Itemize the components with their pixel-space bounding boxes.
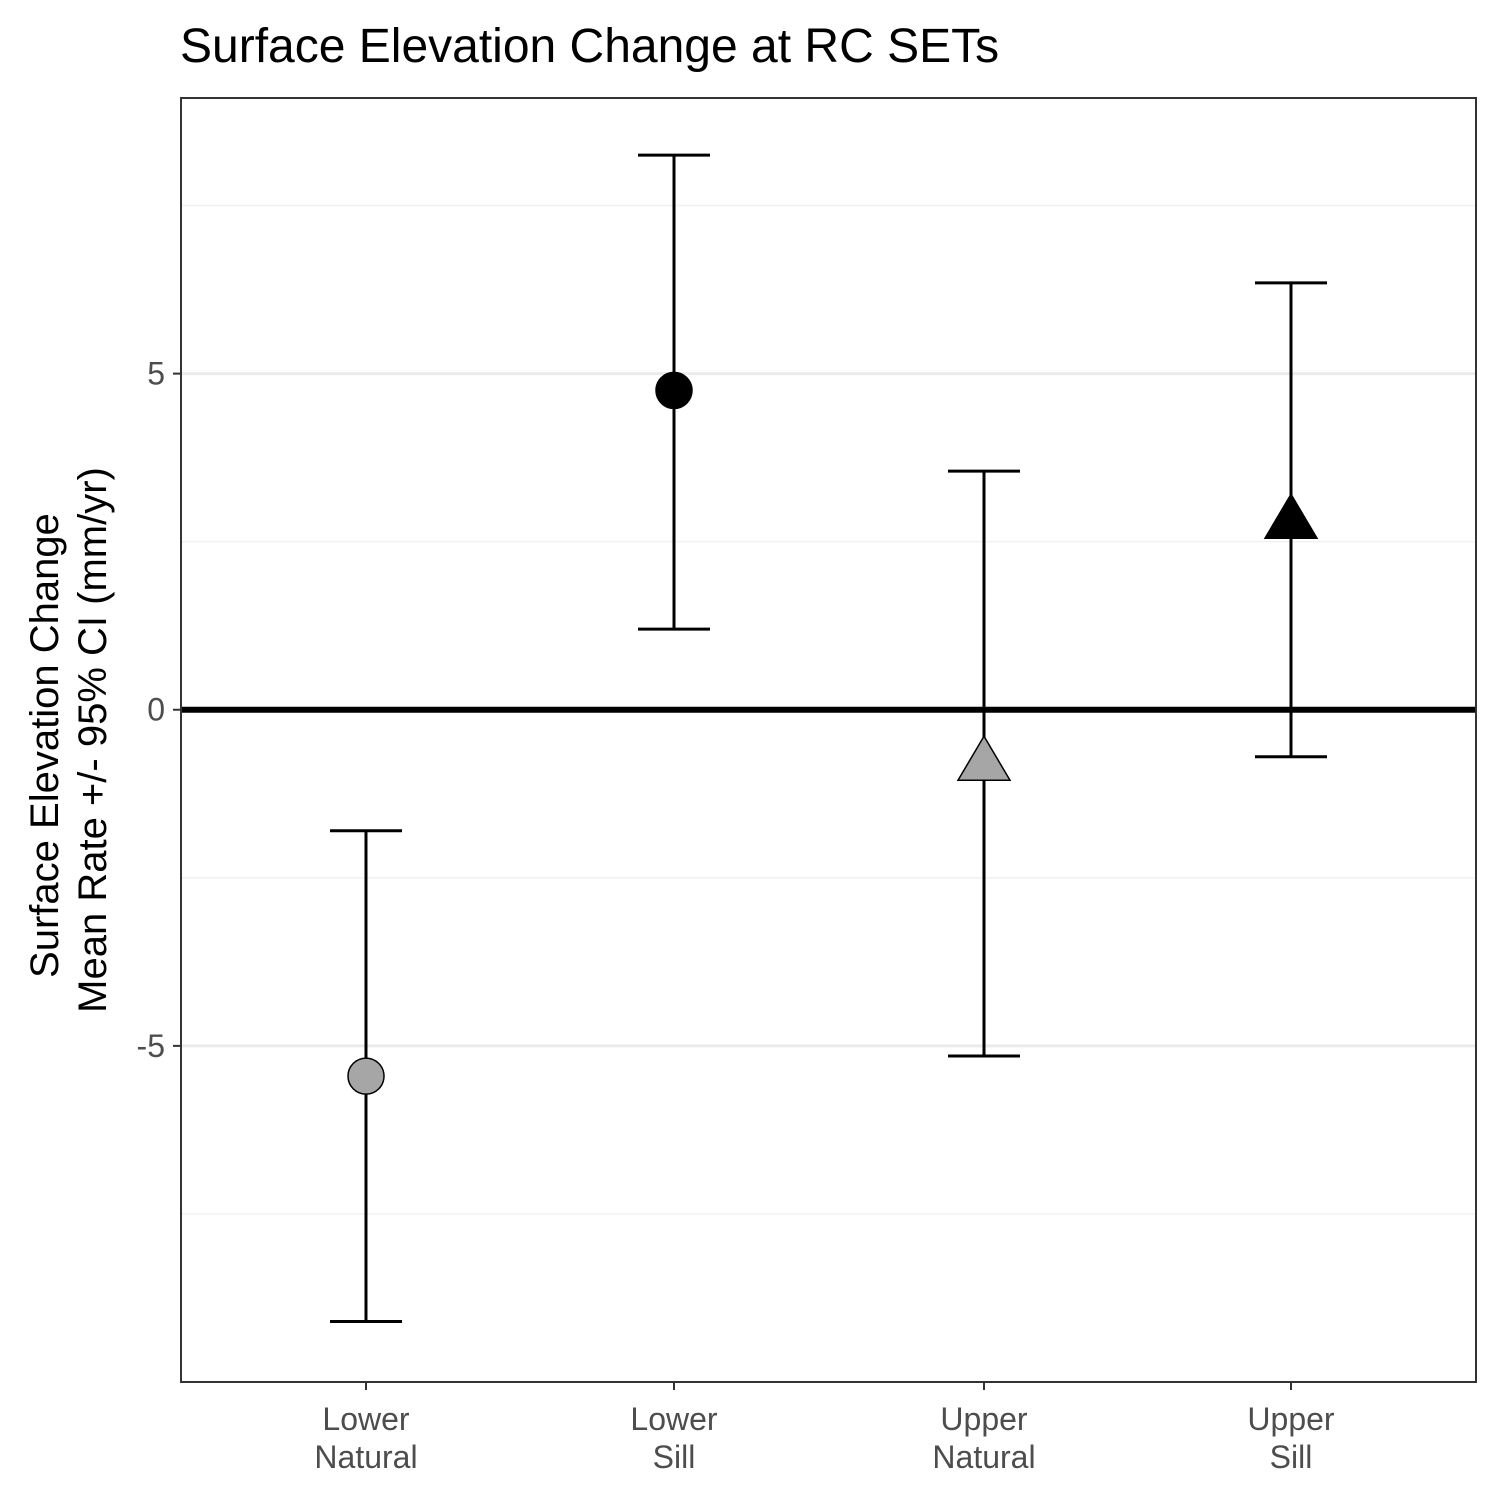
x-tick-label-line: Upper <box>1247 1401 1335 1437</box>
point-layer <box>347 371 1319 1095</box>
y-tick-label: 0 <box>147 692 165 728</box>
y-axis: -5 0 5 <box>137 356 181 1064</box>
data-point-circle <box>347 1057 385 1095</box>
chart-title: Surface Elevation Change at RC SETs <box>180 20 999 73</box>
x-tick-label: Lower Sill <box>630 1401 718 1475</box>
data-point-triangle <box>1263 492 1319 539</box>
x-tick-label: Lower Natural <box>314 1401 417 1475</box>
y-tick-label: 5 <box>147 356 165 392</box>
y-axis-title: Surface Elevation Change Mean Rate +/- 9… <box>23 467 115 1013</box>
x-tick-label-line: Natural <box>932 1439 1035 1475</box>
x-tick-label-line: Sill <box>653 1439 696 1475</box>
y-tick-label: -5 <box>137 1028 165 1064</box>
data-point-triangle <box>956 734 1012 781</box>
errorbar-layer <box>330 153 1327 1323</box>
x-tick-label-line: Natural <box>314 1439 417 1475</box>
x-tick-label-line: Lower <box>630 1401 718 1437</box>
panel-border <box>180 97 1477 1383</box>
x-tick-label: Upper Natural <box>932 1401 1035 1475</box>
x-tick-label-line: Lower <box>322 1401 410 1437</box>
x-tick-label: Upper Sill <box>1247 1401 1335 1475</box>
y-axis-title-line-2: Mean Rate +/- 95% CI (mm/yr) <box>71 467 115 1013</box>
y-axis-title-line-1: Surface Elevation Change <box>23 513 67 978</box>
x-tick-label-line: Upper <box>940 1401 1028 1437</box>
x-tick-label-line: Sill <box>1270 1439 1313 1475</box>
data-point-circle <box>655 371 693 410</box>
